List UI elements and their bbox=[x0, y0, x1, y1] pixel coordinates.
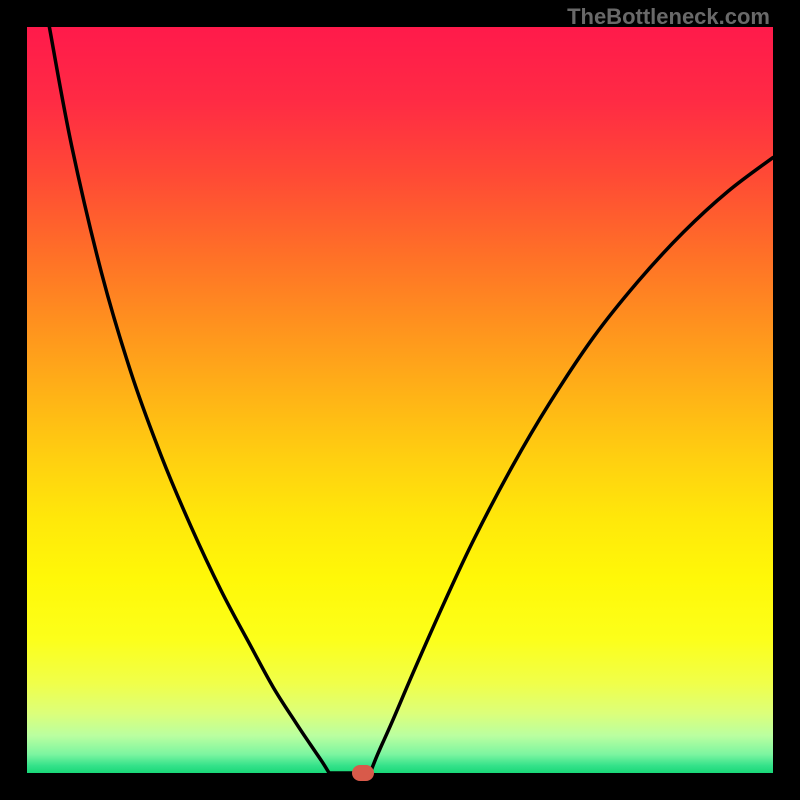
chart-container: TheBottleneck.com bbox=[0, 0, 800, 800]
optimal-point-marker bbox=[352, 765, 374, 781]
bottleneck-curve bbox=[27, 27, 773, 773]
plot-area bbox=[27, 27, 773, 773]
